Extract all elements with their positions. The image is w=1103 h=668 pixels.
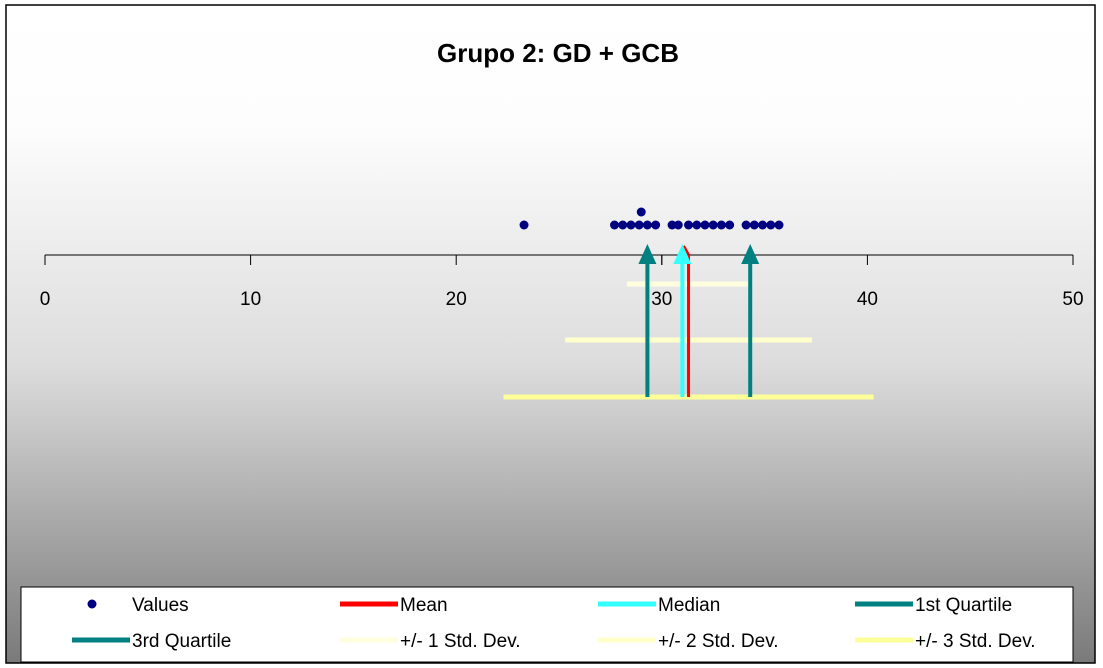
value-point: [684, 220, 694, 230]
value-point: [700, 220, 710, 230]
value-point: [716, 220, 726, 230]
value-point: [708, 220, 718, 230]
chart-background: [5, 4, 1096, 664]
legend-3-std-dev-label: +/- 3 Std. Dev.: [915, 631, 1036, 652]
x-tick-label: 10: [240, 289, 261, 310]
value-points: [519, 207, 784, 230]
value-point: [741, 220, 751, 230]
value-point: [634, 220, 644, 230]
value-point: [642, 220, 652, 230]
chart-title: Grupo 2: GD + GCB: [437, 38, 679, 68]
value-point: [667, 220, 677, 230]
value-point: [766, 220, 776, 230]
legend-3rd-quartile-label: 3rd Quartile: [132, 631, 231, 652]
value-point: [774, 220, 784, 230]
x-tick-label: 40: [857, 289, 878, 310]
median-arrowhead: [673, 244, 692, 264]
first-quartile-arrowhead: [638, 244, 657, 264]
x-tick-label: 20: [446, 289, 467, 310]
value-point: [725, 220, 735, 230]
value-point: [758, 220, 768, 230]
x-tick-label: 50: [1062, 289, 1083, 310]
x-tick-label: 30: [651, 289, 672, 310]
value-point: [610, 220, 620, 230]
legend-box: [20, 586, 1074, 663]
legend-median-label: Median: [658, 595, 720, 616]
value-point: [618, 220, 628, 230]
legend-2-std-dev-label: +/- 2 Std. Dev.: [658, 631, 779, 652]
legend-1st-quartile-label: 1st Quartile: [915, 595, 1012, 616]
x-axis: 0 10 20 30 40 50: [40, 254, 1084, 310]
value-point: [749, 220, 759, 230]
value-point: [692, 220, 702, 230]
legend-values-swatch: [87, 599, 97, 609]
mean-tip: [682, 245, 690, 256]
value-point: [673, 220, 683, 230]
x-tick-label: 0: [40, 289, 51, 310]
statistic-markers: [638, 244, 760, 397]
value-point: [626, 220, 636, 230]
value-point: [651, 220, 661, 230]
value-point: [519, 220, 529, 230]
legend-1-std-dev-label: +/- 1 Std. Dev.: [400, 631, 521, 652]
legend: Values Mean Median 1st Quartile 3rd Quartile…: [20, 586, 1074, 663]
value-point: [636, 207, 646, 217]
legend-values-label: Values: [132, 595, 189, 616]
third-quartile-arrowhead: [741, 244, 760, 264]
legend-mean-label: Mean: [400, 595, 448, 616]
